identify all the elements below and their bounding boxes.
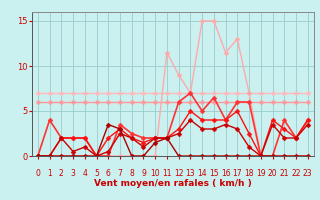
- X-axis label: Vent moyen/en rafales ( km/h ): Vent moyen/en rafales ( km/h ): [94, 179, 252, 188]
